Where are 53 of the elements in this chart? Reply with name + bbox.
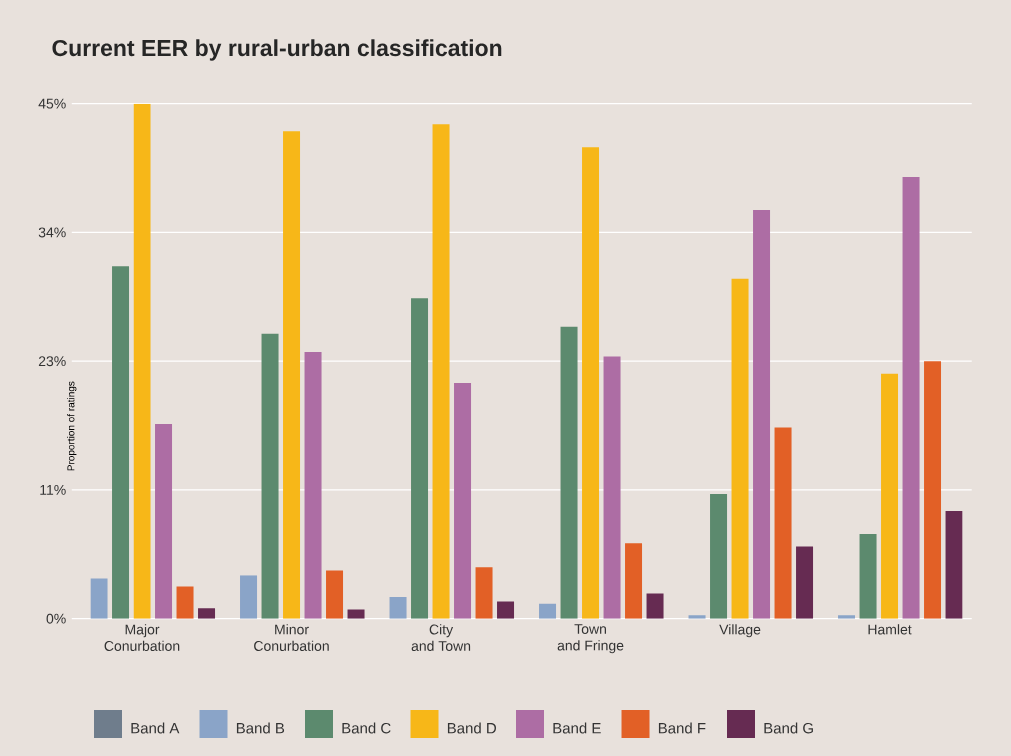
legend-label: Band G xyxy=(764,722,813,734)
bar xyxy=(411,298,429,619)
y-axis-title: Proportion of ratings xyxy=(67,381,77,471)
bar xyxy=(176,586,194,619)
bar xyxy=(240,575,258,619)
bar xyxy=(774,427,792,619)
x-tick-label: Hamlet xyxy=(868,624,912,635)
y-tick-label: 34% xyxy=(38,227,66,238)
bar xyxy=(133,103,151,619)
bar xyxy=(560,326,578,619)
bar xyxy=(90,578,108,619)
bar xyxy=(859,533,877,619)
x-tick-label: City and Town xyxy=(411,624,471,651)
legend-label: Band E xyxy=(553,722,601,734)
bar xyxy=(112,266,130,619)
y-tick-label: 11% xyxy=(40,485,66,495)
legend-label: Band D xyxy=(447,722,496,734)
bar xyxy=(389,596,407,619)
x-tick-label: Minor Conurbation xyxy=(254,624,329,651)
bar xyxy=(753,210,771,619)
bar xyxy=(710,493,728,619)
bar xyxy=(945,511,963,619)
bar xyxy=(326,570,344,619)
chart-title: Current EER by rural-urban classification xyxy=(52,39,502,61)
bar xyxy=(582,147,600,619)
bar xyxy=(454,382,472,619)
x-tick-label: Major Conurbation xyxy=(104,624,180,651)
bar xyxy=(198,608,216,619)
bar xyxy=(625,543,643,619)
bar xyxy=(731,278,749,619)
y-tick-label: 0% xyxy=(46,613,66,624)
bar xyxy=(283,131,301,619)
bar xyxy=(646,593,664,619)
bar xyxy=(796,546,814,619)
bar xyxy=(155,424,173,619)
bar xyxy=(304,352,322,619)
bar xyxy=(475,567,493,619)
bar xyxy=(603,356,621,619)
x-tick-label: Town and Fringe xyxy=(557,624,624,654)
x-tick-label: Village xyxy=(719,624,761,638)
bar xyxy=(539,603,557,619)
bar xyxy=(261,333,279,619)
legend-label: Band B xyxy=(236,722,285,734)
bar xyxy=(497,601,515,619)
legend-label: Band C xyxy=(342,722,391,734)
legend-label: Band F xyxy=(658,722,706,734)
y-tick-label: 45% xyxy=(38,98,66,109)
bar xyxy=(924,361,942,619)
y-tick-label: 23% xyxy=(38,356,66,367)
bar xyxy=(881,373,899,619)
bar xyxy=(902,176,920,619)
legend-label: Band A xyxy=(131,722,180,734)
bar xyxy=(432,124,450,619)
